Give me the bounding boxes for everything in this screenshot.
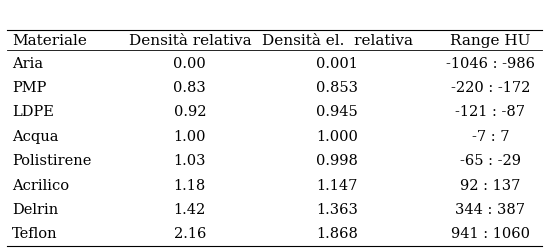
Text: -121 : -87: -121 : -87	[455, 105, 525, 119]
Text: 1.000: 1.000	[316, 129, 358, 143]
Text: -65 : -29: -65 : -29	[460, 154, 521, 168]
Text: 1.00: 1.00	[173, 129, 206, 143]
Text: PMP: PMP	[12, 81, 47, 95]
Text: Teflon: Teflon	[12, 227, 58, 240]
Text: 0.92: 0.92	[173, 105, 206, 119]
Text: 1.03: 1.03	[173, 154, 206, 168]
Text: 0.83: 0.83	[173, 81, 206, 95]
Text: Densità el.  relativa: Densità el. relativa	[262, 34, 413, 48]
Text: -220 : -172: -220 : -172	[451, 81, 530, 95]
Text: Materiale: Materiale	[12, 34, 87, 48]
Text: -1046 : -986: -1046 : -986	[446, 56, 535, 70]
Text: 1.18: 1.18	[173, 178, 206, 192]
Text: Delrin: Delrin	[12, 202, 59, 216]
Text: 1.868: 1.868	[316, 227, 358, 240]
Text: Aria: Aria	[12, 56, 43, 70]
Text: 92 : 137: 92 : 137	[460, 178, 520, 192]
Text: Polistirene: Polistirene	[12, 154, 92, 168]
Text: Densità relativa: Densità relativa	[128, 34, 251, 48]
Text: 1.147: 1.147	[317, 178, 358, 192]
Text: 941 : 1060: 941 : 1060	[451, 227, 530, 240]
Text: 0.945: 0.945	[316, 105, 358, 119]
Text: 0.00: 0.00	[173, 56, 206, 70]
Text: 0.853: 0.853	[316, 81, 358, 95]
Text: 344 : 387: 344 : 387	[455, 202, 525, 216]
Text: Acrilico: Acrilico	[12, 178, 69, 192]
Text: 2.16: 2.16	[173, 227, 206, 240]
Text: -7 : 7: -7 : 7	[472, 129, 509, 143]
Text: LDPE: LDPE	[12, 105, 54, 119]
Text: 1.42: 1.42	[173, 202, 206, 216]
Text: Acqua: Acqua	[12, 129, 59, 143]
Text: 0.998: 0.998	[316, 154, 358, 168]
Text: 0.001: 0.001	[316, 56, 358, 70]
Text: 1.363: 1.363	[316, 202, 358, 216]
Text: Range HU: Range HU	[450, 34, 530, 48]
